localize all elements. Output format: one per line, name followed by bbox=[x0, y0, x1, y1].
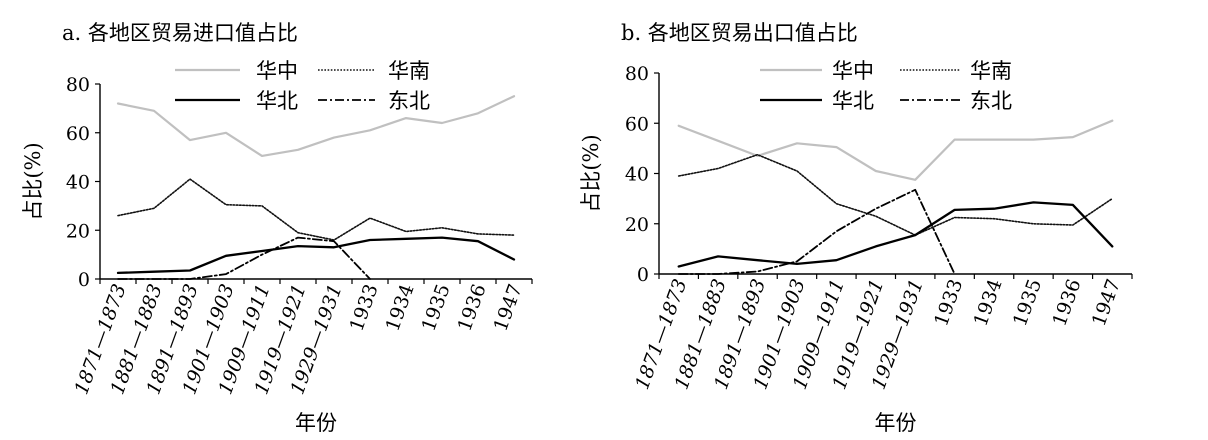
panel-a-y-tick-label: 80 bbox=[66, 74, 90, 96]
panel-a-series-1-line bbox=[116, 95, 516, 157]
panel-a-x-tick-label: 1935 bbox=[417, 281, 454, 334]
panel-b-x-tick-label: 1947 bbox=[1088, 276, 1125, 329]
panel-a-title: a. 各地区贸易进口值占比 bbox=[62, 21, 298, 45]
panel-a-y-tick-label: 40 bbox=[66, 172, 90, 194]
panel-b-x-tick-label: 1934 bbox=[970, 276, 1007, 329]
panel-a-legend-label-1: 华中 bbox=[256, 59, 298, 83]
panel-a-y-axis-title: 占比(%) bbox=[21, 142, 45, 220]
panel-a-x-tick-label: 1934 bbox=[381, 281, 418, 334]
panel-a-y-tick-label: 60 bbox=[66, 123, 90, 145]
panel-a-legend-label-3: 华北 bbox=[256, 89, 298, 113]
panel-b-title: b. 各地区贸易出口值占比 bbox=[621, 21, 858, 45]
panel-b-x-tick-label: 1933 bbox=[930, 276, 967, 329]
panel-b-y-tick-label: 40 bbox=[625, 164, 649, 186]
panel-b-legend-label-2: 华南 bbox=[970, 59, 1012, 83]
panel-a-x-tick-label: 1936 bbox=[453, 281, 490, 334]
panel-a-y-tick-label: 20 bbox=[66, 220, 90, 242]
panel-b-series-4-line bbox=[677, 188, 956, 275]
panel-b-x-tick-label: 1935 bbox=[1009, 276, 1046, 329]
panel-a-x-tick-label: 1933 bbox=[345, 281, 382, 334]
panel-b-y-tick-label: 0 bbox=[637, 264, 649, 286]
panel-b-y-axis-title: 占比(%) bbox=[579, 134, 603, 212]
panel-b-legend-label-1: 华中 bbox=[832, 59, 874, 83]
panel-a-legend-label-2: 华南 bbox=[388, 59, 430, 83]
panel-b-series-3-line bbox=[677, 201, 1114, 268]
panel-b-y-tick-label: 60 bbox=[625, 113, 649, 135]
panel-b-legend-label-4: 东北 bbox=[970, 89, 1012, 113]
panel-b-x-tick-label: 1936 bbox=[1048, 276, 1085, 329]
panel-a-y-tick-label: 0 bbox=[78, 269, 90, 291]
panel-a-x-axis-title: 年份 bbox=[295, 411, 337, 435]
panel-b-y-tick-label: 20 bbox=[625, 214, 649, 236]
panel-a-series-2-line bbox=[117, 178, 515, 241]
panel-b-series-1-line bbox=[677, 119, 1114, 181]
panel-b-x-axis-title: 年份 bbox=[875, 411, 917, 435]
panel-b-legend-label-3: 华北 bbox=[832, 89, 874, 113]
panel-a-x-tick-label: 1947 bbox=[489, 281, 526, 334]
panel-b-series-2-line bbox=[677, 153, 1114, 236]
panel-a-series-4-line bbox=[117, 236, 371, 280]
panel-a-legend-label-4: 东北 bbox=[388, 89, 430, 113]
panel-a-series-3-line bbox=[116, 236, 516, 275]
panel-b-y-tick-label: 80 bbox=[625, 63, 649, 85]
